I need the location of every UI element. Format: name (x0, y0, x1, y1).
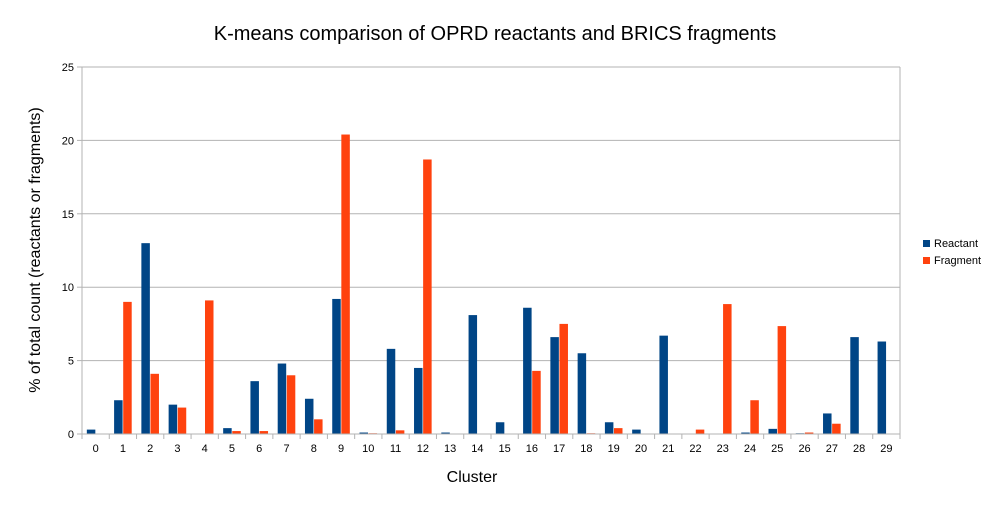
y-tick-label: 25 (62, 62, 74, 74)
x-tick-label: 19 (608, 443, 620, 455)
y-tick-label: 15 (62, 209, 74, 221)
x-tick-label: 24 (744, 443, 756, 455)
legend-swatch-fragment (923, 257, 930, 264)
bar-reactant-cluster-9 (332, 298, 341, 434)
bar-fragment-cluster-25 (777, 326, 787, 434)
y-tick-labels: 0 5 10 15 20 25 (62, 62, 74, 441)
bar-fragment-cluster-19 (614, 428, 623, 434)
x-tick-label: 18 (580, 443, 592, 455)
bar-fragment-cluster-27 (832, 423, 841, 434)
bar-reactant-cluster-19 (604, 422, 614, 434)
bar-fragment-cluster-3 (177, 407, 187, 434)
bar-fragment-cluster-6 (259, 431, 269, 434)
bar-fragment-cluster-4 (205, 300, 214, 434)
bar-reactant-cluster-11 (386, 348, 396, 434)
bar-reactant-cluster-1 (114, 400, 123, 434)
bar-fragment-cluster-1 (123, 301, 132, 434)
bars-group (86, 134, 887, 434)
x-tick-label: 12 (417, 443, 429, 455)
bar-fragment-cluster-22 (695, 429, 705, 434)
x-tick-label: 22 (689, 443, 701, 455)
x-tick-label: 0 (93, 443, 99, 455)
bar-reactant-cluster-29 (877, 341, 887, 434)
x-tick-label: 17 (553, 443, 565, 455)
x-tick-label: 11 (390, 443, 401, 455)
x-tick-label: 6 (256, 443, 262, 455)
bar-reactant-cluster-7 (277, 363, 287, 434)
bar-fragment-cluster-5 (232, 431, 241, 434)
x-tick-label: 27 (826, 443, 838, 455)
x-tick-label: 5 (229, 443, 235, 455)
bar-reactant-cluster-21 (659, 335, 668, 434)
bar-reactant-cluster-17 (550, 337, 559, 434)
bar-fragment-cluster-26 (804, 432, 814, 434)
y-axis-title: % of total count (reactants or fragments… (27, 107, 44, 392)
bar-fragment-cluster-17 (559, 323, 568, 434)
chart-title: K-means comparison of OPRD reactants and… (214, 23, 776, 45)
x-tick-label: 2 (147, 443, 153, 455)
y-tick-label: 5 (68, 356, 74, 368)
x-tick-label: 26 (798, 443, 810, 455)
x-tick-label: 1 (120, 443, 126, 455)
bar-fragment-cluster-9 (341, 134, 350, 434)
legend: Reactant Fragment (923, 238, 981, 267)
x-tick-label: 29 (880, 443, 892, 455)
grid-lines (82, 66, 900, 435)
bar-reactant-cluster-16 (523, 307, 532, 434)
x-tick-label: 8 (311, 443, 317, 455)
legend-label-reactant: Reactant (934, 238, 978, 250)
x-tick-labels: 0 1 2 3 4 5 6 7 8 9 10 11 12 13 14 15 16 17 18 19 20 21 22 23 24… (93, 443, 893, 455)
x-tick-label: 10 (362, 443, 374, 455)
bar-reactant-cluster-2 (141, 243, 150, 434)
bar-reactant-cluster-0 (86, 429, 96, 434)
x-axis-title: Cluster (447, 469, 498, 486)
bar-reactant-cluster-18 (577, 353, 587, 434)
y-tick-label: 20 (62, 135, 74, 147)
bar-reactant-cluster-27 (823, 413, 832, 434)
bar-reactant-cluster-13 (441, 432, 450, 434)
x-tick-label: 15 (499, 443, 511, 455)
bar-fragment-cluster-7 (286, 375, 296, 434)
bar-reactant-cluster-28 (850, 337, 859, 434)
bar-reactant-cluster-15 (495, 422, 505, 434)
bar-fragment-cluster-11 (395, 430, 405, 434)
bar-reactant-cluster-25 (768, 428, 777, 434)
bar-fragment-cluster-24 (750, 400, 759, 434)
bar-fragment-cluster-12 (423, 159, 432, 434)
x-tick-label: 3 (174, 443, 180, 455)
x-tick-label: 4 (202, 443, 208, 455)
bar-fragment-cluster-23 (723, 304, 732, 434)
bar-fragment-cluster-16 (532, 370, 541, 434)
y-tick-label: 0 (68, 429, 74, 441)
bar-reactant-cluster-8 (304, 398, 314, 434)
x-tick-label: 25 (771, 443, 783, 455)
x-tick-label: 21 (662, 443, 674, 455)
bar-fragment-cluster-2 (150, 373, 159, 434)
x-tick-label: 16 (526, 443, 538, 455)
x-tick-label: 7 (283, 443, 289, 455)
bar-reactant-cluster-10 (359, 432, 368, 434)
axes-group (77, 66, 901, 439)
bar-fragment-cluster-8 (314, 419, 323, 434)
x-tick-label: 23 (717, 443, 729, 455)
x-tick-label: 28 (853, 443, 865, 455)
legend-label-fragment: Fragment (934, 255, 981, 267)
x-tick-label: 9 (338, 443, 344, 455)
bar-reactant-cluster-3 (168, 404, 178, 434)
bar-reactant-cluster-24 (741, 432, 750, 434)
y-tick-label: 10 (62, 282, 74, 294)
bar-reactant-cluster-20 (632, 429, 641, 434)
x-tick-label: 13 (444, 443, 456, 455)
legend-swatch-reactant (923, 240, 930, 247)
x-tick-label: 20 (635, 443, 647, 455)
bar-reactant-cluster-12 (414, 367, 423, 434)
bar-reactant-cluster-14 (468, 315, 478, 434)
bar-reactant-cluster-5 (223, 428, 232, 434)
x-tick-label: 14 (471, 443, 483, 455)
bar-reactant-cluster-6 (250, 381, 259, 434)
